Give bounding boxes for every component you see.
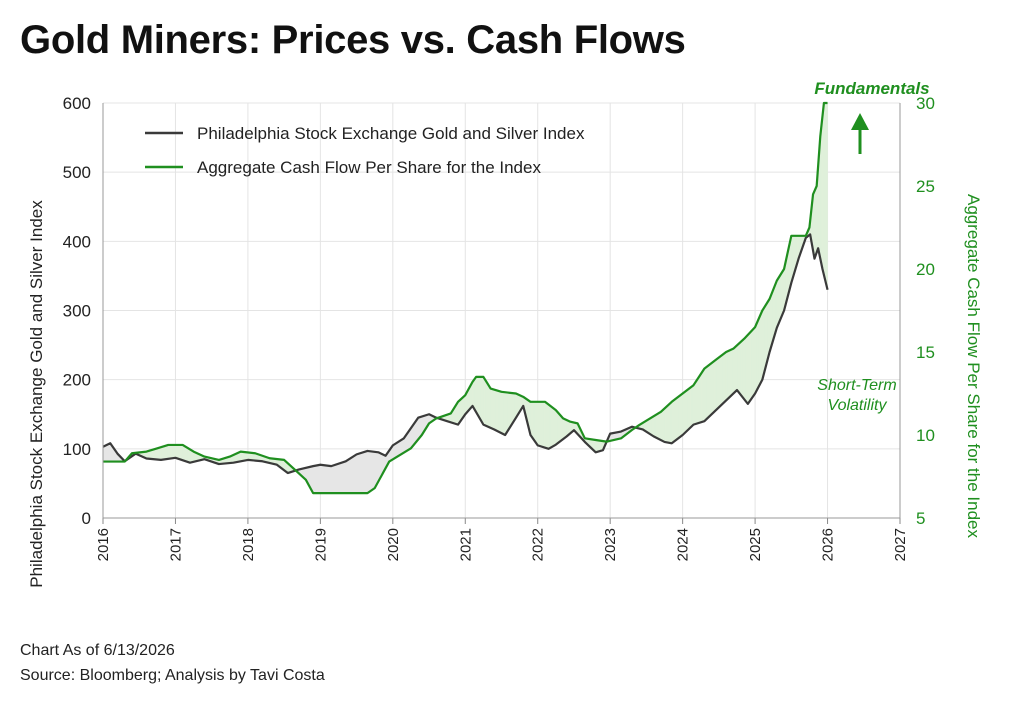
y-right-tick-label: 30 [916,94,935,113]
series-line-index [102,233,829,475]
y-left-tick-label: 600 [63,94,91,113]
y-left-tick-label: 200 [63,371,91,390]
spread-fill-green [826,102,828,290]
up-arrow-icon [851,113,869,154]
series-line-cashflow [103,101,828,495]
x-tick-label: 2022 [530,528,547,561]
y-right-tick-label: 5 [916,509,925,528]
y-left-tick-label: 400 [63,232,91,251]
y-axis-right-label: Aggregate Cash Flow Per Share for the In… [964,194,983,538]
annotation-fundamentals: Fundamentals [814,79,929,98]
x-tick-label: 2026 [820,528,837,561]
legend: Philadelphia Stock Exchange Gold and Sil… [145,124,585,177]
chart-as-of-note: Chart As of 6/13/2026 [20,642,175,659]
chart-title: Gold Miners: Prices vs. Cash Flows [20,18,686,62]
y-axis-left-label: Philadelphia Stock Exchange Gold and Sil… [27,200,46,588]
y-right-tick-label: 15 [916,343,935,362]
legend-entry-index: Philadelphia Stock Exchange Gold and Sil… [197,124,585,143]
x-tick-label: 2016 [95,528,112,561]
y-left-tick-label: 300 [63,302,91,321]
x-tick-label: 2027 [892,528,909,561]
x-tick-label: 2023 [602,528,619,561]
y-right-tick-label: 20 [916,260,935,279]
x-tick-label: 2025 [747,528,764,561]
x-tick-label: 2021 [457,528,474,561]
y-right-tick-label: 25 [916,177,935,196]
x-tick-label: 2020 [385,528,402,561]
annotation-volatility-line1: Short-Term [817,377,896,394]
legend-entry-cashflow: Aggregate Cash Flow Per Share for the In… [197,158,541,177]
y-right-tick-label: 10 [916,426,935,445]
source-note: Source: Bloomberg; Analysis by Tavi Cost… [20,667,325,684]
x-tick-label: 2019 [312,528,329,561]
x-tick-label: 2017 [167,528,184,561]
annotation-volatility-line2: Volatility [828,397,888,414]
x-tick-label: 2024 [675,528,692,561]
y-left-tick-label: 100 [63,440,91,459]
x-tick-label: 2018 [240,528,257,561]
y-left-tick-label: 0 [82,509,91,528]
series-lines [102,101,829,495]
y-left-tick-label: 500 [63,163,91,182]
